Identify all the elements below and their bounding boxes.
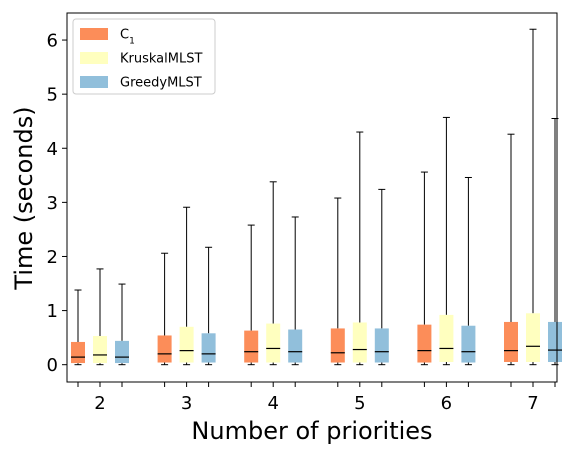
box-greedymlst-4 [288, 216, 303, 366]
box-kruskalmlst-6 [439, 116, 454, 366]
legend-label: GreedyMLST [120, 76, 202, 91]
legend-label: KruskalMLST [120, 52, 202, 67]
box-body [504, 321, 518, 362]
box-greedymlst-5 [374, 188, 389, 366]
box-kruskalmlst-5 [352, 131, 367, 366]
box-greedymlst-6 [461, 176, 476, 366]
x-tick-label: 4 [267, 393, 278, 414]
box-kruskalmlst-2 [93, 268, 107, 366]
box-body [439, 314, 454, 362]
box-c-7 [504, 133, 518, 366]
box-body [71, 341, 85, 364]
box-body [93, 336, 107, 364]
x-axis-label: Number of priorities [191, 417, 432, 445]
box-body [417, 324, 432, 363]
box-c-2 [71, 289, 85, 366]
box-body [374, 328, 389, 363]
legend-frame [72, 18, 216, 95]
box-body [288, 329, 303, 363]
box-kruskalmlst-7 [526, 28, 540, 366]
box-body [548, 321, 562, 362]
box-c-4 [244, 224, 259, 366]
legend-swatch [80, 76, 108, 88]
y-axis-label: Time (seconds) [10, 106, 38, 290]
y-tick-label: 6 [47, 31, 58, 52]
x-tick-label: 2 [94, 393, 105, 414]
box-kruskalmlst-3 [179, 206, 194, 366]
legend-swatch [80, 52, 108, 64]
box-body [526, 313, 540, 362]
box-body [157, 335, 172, 363]
box-body [201, 333, 216, 363]
y-tick-label: 0 [47, 355, 58, 376]
plot-area [71, 28, 562, 366]
y-tick-label: 4 [47, 139, 58, 160]
box-c-5 [330, 197, 345, 366]
box-body [352, 322, 367, 363]
x-tick-label: 7 [527, 393, 538, 414]
box-c-3 [157, 252, 172, 366]
box-greedymlst-3 [201, 246, 216, 366]
box-body [179, 326, 194, 363]
y-tick-label: 2 [47, 247, 58, 268]
plot-frame [66, 12, 558, 383]
legend-swatch [80, 28, 108, 40]
box-c-6 [417, 171, 432, 366]
box-body [330, 328, 345, 363]
box-body [461, 325, 476, 363]
box-body [115, 340, 129, 364]
box-greedymlst-2 [115, 283, 129, 366]
y-tick-label: 1 [47, 301, 58, 322]
box-kruskalmlst-4 [266, 181, 281, 366]
x-tick-label: 3 [181, 393, 192, 414]
box-body [244, 330, 259, 363]
x-tick-label: 6 [441, 393, 452, 414]
axis-ticks: 2 3 4 5 6 7 0 1 2 3 4 5 6 [47, 31, 556, 414]
y-tick-label: 5 [47, 85, 58, 106]
box-greedymlst-7 [548, 118, 562, 366]
y-tick-label: 3 [47, 193, 58, 214]
x-tick-label: 5 [354, 393, 365, 414]
box-body [266, 323, 281, 363]
